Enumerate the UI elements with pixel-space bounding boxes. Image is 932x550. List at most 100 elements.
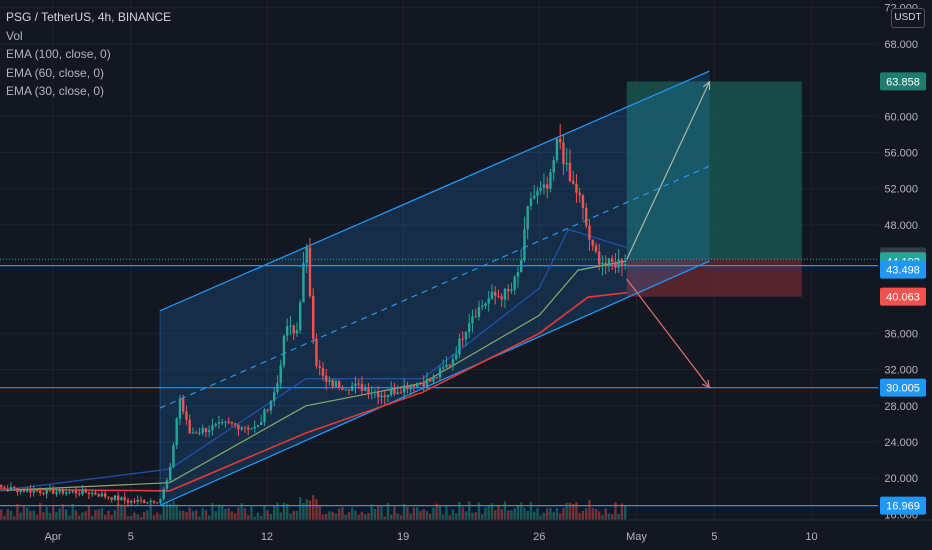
price-label-text: 16.969: [886, 501, 920, 513]
candle-body: [438, 368, 442, 378]
time-axis-bg: [0, 520, 932, 550]
horizontal-lines[interactable]: [0, 258, 878, 507]
legend-ema100[interactable]: EMA (100, close, 0): [6, 47, 111, 61]
candle-body: [546, 184, 549, 189]
price-label-text: 63.858: [886, 76, 920, 88]
volume-bar: [601, 515, 604, 520]
candle-body: [45, 488, 48, 494]
legend-ema30[interactable]: EMA (30, close, 0): [6, 84, 105, 98]
candle-body: [110, 497, 113, 500]
candle-body: [419, 382, 422, 384]
volume-bar: [0, 509, 3, 520]
candle-body: [201, 427, 204, 433]
volume-bar: [396, 513, 399, 520]
candle-body: [451, 359, 455, 365]
volume-bar: [247, 515, 250, 520]
candle-body: [165, 480, 169, 489]
candle-body: [133, 501, 136, 503]
candle-body: [48, 488, 52, 490]
volume-bar: [403, 504, 406, 520]
volume-bar: [588, 500, 591, 520]
volume-bar: [422, 508, 425, 520]
candle-body: [81, 489, 84, 495]
price-label-text: 40.063: [886, 292, 920, 304]
candle-body: [162, 488, 165, 500]
projection-arrows[interactable]: [626, 80, 711, 389]
candle-body: [26, 489, 29, 492]
candle-body: [575, 183, 578, 193]
candle-body: [39, 491, 42, 493]
candle-body: [536, 190, 539, 196]
volume-bar: [68, 515, 71, 520]
candle-body: [107, 496, 110, 498]
volume-bar: [289, 513, 292, 520]
volume-bar: [594, 508, 598, 520]
volume-bar: [130, 515, 133, 520]
volume-bar: [620, 503, 624, 520]
symbol-title[interactable]: PSG / TetherUS, 4h, BINANCE: [6, 10, 172, 24]
candle-body: [568, 162, 572, 181]
legend-ema60[interactable]: EMA (60, close, 0): [6, 65, 105, 80]
candle-body: [539, 187, 542, 191]
volume-bar: [45, 507, 48, 520]
price-label-badge: [880, 496, 926, 515]
volume-bar: [253, 516, 256, 520]
volume-bar: [237, 507, 240, 520]
volume-bar: [234, 513, 237, 520]
candle-body: [276, 383, 279, 393]
volume-bar: [578, 513, 581, 520]
candle-body: [334, 381, 338, 387]
legend-vol[interactable]: Vol: [6, 28, 23, 43]
candle-body: [237, 424, 240, 430]
candle-body: [526, 206, 529, 230]
volume-bar: [224, 508, 227, 520]
volume-bar: [133, 512, 136, 520]
candle-body: [360, 383, 364, 391]
candle-body: [263, 409, 266, 422]
channel-fill: [159, 71, 710, 506]
candle-body: [299, 302, 302, 331]
candle-body: [347, 389, 351, 391]
candle-body: [178, 398, 182, 419]
volume-bar: [529, 501, 533, 520]
volume-bar: [523, 507, 526, 520]
candle-body: [295, 330, 299, 334]
volume-bar: [542, 512, 546, 520]
volume-bar: [201, 508, 204, 520]
volume-bar: [500, 508, 503, 520]
volume-bar: [117, 503, 120, 520]
price-axis[interactable]: 72.00068.00060.00056.00052.00048.00036.0…: [878, 0, 932, 550]
volume-bar: [461, 507, 464, 520]
volume-bar: [16, 504, 19, 520]
candlesticks: [0, 123, 627, 507]
volume-bar: [357, 514, 360, 520]
parallel-channel[interactable]: [159, 70, 710, 506]
candle-body: [243, 427, 247, 429]
candle-body: [598, 251, 601, 265]
volume-bar: [71, 503, 74, 520]
volume-bar: [432, 507, 435, 520]
volume-bar: [292, 510, 295, 520]
candle-body: [468, 323, 471, 332]
candle-body: [393, 389, 396, 394]
volume-bar: [412, 507, 416, 520]
candle-body: [185, 411, 188, 420]
candle-body: [377, 391, 380, 398]
volume-bar: [331, 511, 334, 520]
time-axis[interactable]: Apr 5 12 19 26 May 5 10: [0, 519, 932, 550]
time-tick-label: 5: [711, 531, 717, 543]
time-tick-label: 19: [397, 531, 409, 543]
volume-bar: [624, 505, 627, 520]
candle-body: [484, 303, 487, 306]
volume-bar: [481, 514, 484, 520]
candle-body: [396, 392, 399, 394]
volume-bar: [26, 507, 29, 520]
candle-body: [458, 338, 461, 355]
volume-bar: [526, 511, 529, 520]
candle-body: [126, 500, 130, 503]
currency-unit-badge[interactable]: USDT: [891, 8, 925, 28]
volume-bar: [552, 512, 555, 520]
candle-body: [312, 295, 315, 339]
candle-body: [601, 262, 604, 265]
